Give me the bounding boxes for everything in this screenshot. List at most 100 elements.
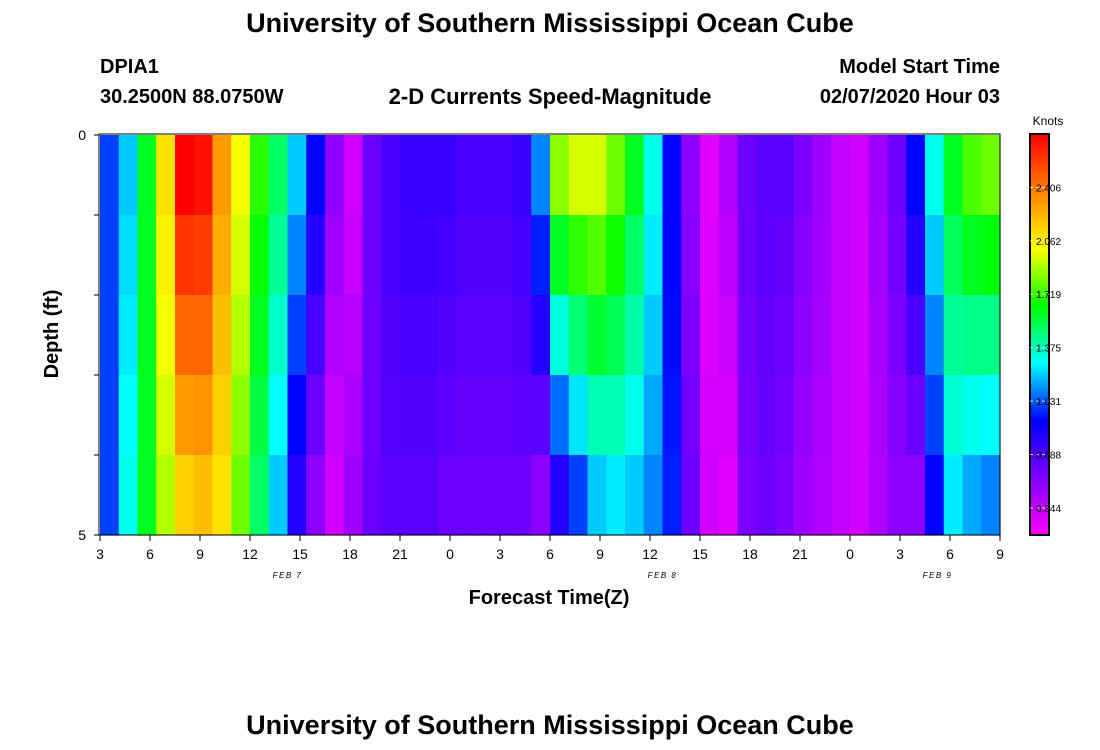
heatmap-cell bbox=[887, 455, 907, 536]
heatmap-cell bbox=[606, 375, 626, 456]
heatmap-cell bbox=[306, 455, 326, 536]
colorbar-tick-label: 2.062 bbox=[1036, 237, 1061, 248]
heatmap-cells bbox=[100, 135, 1001, 536]
heatmap-cell bbox=[643, 375, 664, 456]
date-label: FEB 9 bbox=[923, 571, 953, 580]
heatmap-cell bbox=[137, 215, 157, 296]
heatmap-cell bbox=[531, 375, 551, 456]
heatmap-cell bbox=[568, 215, 589, 296]
x-tick-label: 18 bbox=[742, 546, 758, 562]
heatmap-cell bbox=[475, 455, 495, 536]
heatmap-cell bbox=[118, 215, 139, 296]
heatmap-cell bbox=[100, 135, 120, 216]
heatmap-cell bbox=[175, 295, 195, 376]
heatmap-cell bbox=[812, 135, 832, 216]
heatmap-cell bbox=[775, 295, 795, 376]
heatmap-cell bbox=[381, 375, 401, 456]
heatmap-cell bbox=[287, 215, 307, 296]
heatmap-cell bbox=[437, 215, 457, 296]
heatmap-cell bbox=[625, 215, 645, 296]
heatmap-cell bbox=[868, 295, 889, 376]
heatmap-cell bbox=[775, 135, 795, 216]
heatmap-cell bbox=[568, 455, 589, 536]
station-id: DPIA1 bbox=[100, 56, 159, 78]
station-coords: 30.2500N 88.0750W bbox=[100, 86, 284, 108]
heatmap-cell bbox=[193, 375, 214, 456]
heatmap-cell bbox=[906, 455, 926, 536]
heatmap-cell bbox=[662, 455, 682, 536]
heatmap-cell bbox=[831, 135, 851, 216]
heatmap-cell bbox=[343, 375, 364, 456]
heatmap-cell bbox=[193, 295, 214, 376]
heatmap-cell bbox=[231, 375, 251, 456]
date-label: FEB 8 bbox=[648, 571, 678, 580]
x-tick-label: 12 bbox=[642, 546, 658, 562]
heatmap-cell bbox=[381, 215, 401, 296]
heatmap-cell bbox=[793, 455, 814, 536]
heatmap-cell bbox=[287, 295, 307, 376]
heatmap-cell bbox=[793, 135, 814, 216]
x-tick-label: 9 bbox=[596, 546, 604, 562]
heatmap-cell bbox=[250, 375, 270, 456]
heatmap-cell bbox=[643, 135, 664, 216]
heatmap-cell bbox=[850, 455, 870, 536]
y-tick-label: 0 bbox=[78, 127, 86, 143]
model-start-value: 02/07/2020 Hour 03 bbox=[819, 86, 1000, 108]
heatmap-cell bbox=[925, 455, 945, 536]
heatmap-cell bbox=[606, 215, 626, 296]
heatmap-cell bbox=[700, 455, 720, 536]
heatmap-cell bbox=[400, 295, 420, 376]
page-title: University of Southern Mississippi Ocean… bbox=[246, 8, 854, 38]
heatmap-cell bbox=[887, 135, 907, 216]
heatmap-cell bbox=[906, 295, 926, 376]
heatmap-cell bbox=[812, 215, 832, 296]
heatmap-cell bbox=[550, 135, 570, 216]
heatmap-cell bbox=[100, 375, 120, 456]
heatmap-cell bbox=[681, 135, 701, 216]
heatmap-cell bbox=[325, 295, 345, 376]
heatmap-cell bbox=[268, 215, 289, 296]
heatmap-cell bbox=[475, 375, 495, 456]
heatmap-cell bbox=[643, 295, 664, 376]
heatmap-cell bbox=[231, 295, 251, 376]
heatmap-cell bbox=[793, 375, 814, 456]
heatmap-cell bbox=[512, 375, 532, 456]
x-tick-label: 6 bbox=[146, 546, 154, 562]
colorbar-tick-label: 1.719 bbox=[1036, 290, 1061, 301]
heatmap-cell bbox=[587, 455, 607, 536]
heatmap-cell bbox=[906, 375, 926, 456]
heatmap-cell bbox=[643, 455, 664, 536]
heatmap-cell bbox=[212, 375, 232, 456]
heatmap-cell bbox=[868, 375, 889, 456]
heatmap-cell bbox=[737, 295, 757, 376]
heatmap-cell bbox=[831, 215, 851, 296]
x-tick-label: 6 bbox=[946, 546, 954, 562]
heatmap-cell bbox=[625, 295, 645, 376]
heatmap-cell bbox=[775, 215, 795, 296]
heatmap-cell bbox=[456, 455, 476, 536]
heatmap-cell bbox=[512, 455, 532, 536]
heatmap-cell bbox=[981, 135, 1001, 216]
date-label: FEB 7 bbox=[273, 571, 303, 580]
heatmap-cell bbox=[250, 295, 270, 376]
colorbar-tick-label: 1.375 bbox=[1036, 344, 1061, 355]
heatmap-cell bbox=[718, 215, 739, 296]
heatmap-cell bbox=[400, 135, 420, 216]
heatmap-cell bbox=[793, 295, 814, 376]
x-tick-label: 9 bbox=[996, 546, 1004, 562]
heatmap-cell bbox=[343, 295, 364, 376]
heatmap-cell bbox=[606, 455, 626, 536]
colorbar: Knots 2.406 2.062 1.719 1.375 1.031 0.688 0.34… bbox=[1029, 114, 1063, 536]
heatmap-cell bbox=[568, 375, 589, 456]
colorbar-tick-label: 0.344 bbox=[1036, 504, 1061, 515]
heatmap-cell bbox=[962, 135, 982, 216]
heatmap-cell bbox=[831, 375, 851, 456]
heatmap-cell bbox=[850, 375, 870, 456]
heatmap-cell bbox=[118, 455, 139, 536]
heatmap-cell bbox=[212, 455, 232, 536]
heatmap-cell bbox=[418, 215, 439, 296]
heatmap-cell bbox=[868, 135, 889, 216]
heatmap-cell bbox=[531, 455, 551, 536]
colorbar-gradient bbox=[1029, 133, 1050, 536]
